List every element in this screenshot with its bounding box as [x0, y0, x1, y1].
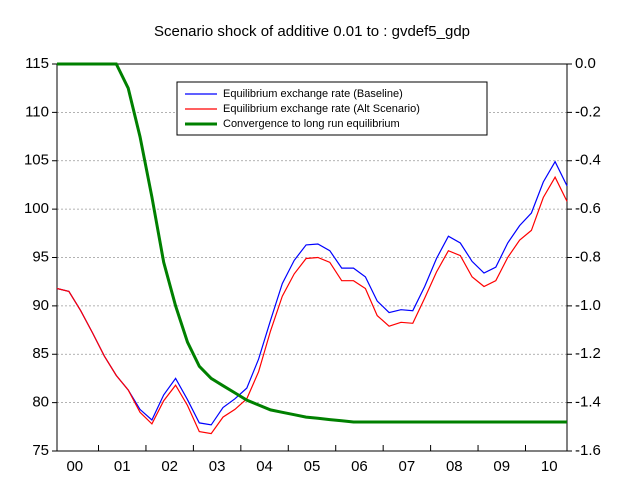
y-tick-label: 115 [25, 55, 49, 72]
y-tick-label: 75 [32, 442, 49, 459]
x-tick-label: 03 [209, 458, 226, 475]
y-tick-label: 85 [32, 345, 49, 362]
y-tick-label: 110 [25, 103, 49, 120]
x-tick-label: 07 [399, 458, 416, 475]
x-tick-label: 05 [304, 458, 321, 475]
y-tick-label: 95 [32, 248, 49, 265]
y2-tick-label: -1.2 [575, 345, 601, 362]
y-tick-label: 105 [24, 152, 49, 169]
x-tick-label: 04 [256, 458, 273, 475]
x-tick-label: 10 [541, 458, 558, 475]
y2-tick-label: -0.6 [575, 200, 601, 217]
legend-label: Equilibrium exchange rate (Alt Scenario) [223, 103, 420, 115]
legend-box [176, 81, 488, 136]
series-line [56, 160, 568, 426]
y-tick-label: 100 [24, 200, 49, 217]
y-tick-label: 90 [32, 297, 49, 314]
x-tick-label: 08 [446, 458, 463, 475]
series-line [56, 175, 568, 435]
y2-tick-label: -1.4 [575, 394, 601, 411]
y2-tick-label: -0.4 [575, 152, 601, 169]
y2-tick-label: -0.8 [575, 248, 601, 265]
y-tick-label: 80 [32, 394, 49, 411]
x-tick-label: 09 [493, 458, 510, 475]
x-tick-label: 02 [161, 458, 178, 475]
legend-label: Equilibrium exchange rate (Baseline) [223, 88, 403, 100]
x-tick-label: 01 [114, 458, 131, 475]
legend-label: Convergence to long run equilibrium [223, 118, 400, 130]
x-tick-label: 06 [351, 458, 368, 475]
y2-tick-label: -0.2 [575, 103, 601, 120]
plot-frame [56, 63, 568, 452]
y2-tick-label: 0.0 [575, 55, 596, 72]
series-line [57, 62, 567, 424]
chart-title: Scenario shock of additive 0.01 to : gvd… [154, 23, 470, 40]
x-tick-label: 00 [66, 458, 83, 475]
y2-tick-label: -1.6 [575, 442, 601, 459]
y2-tick-label: -1.0 [575, 297, 601, 314]
